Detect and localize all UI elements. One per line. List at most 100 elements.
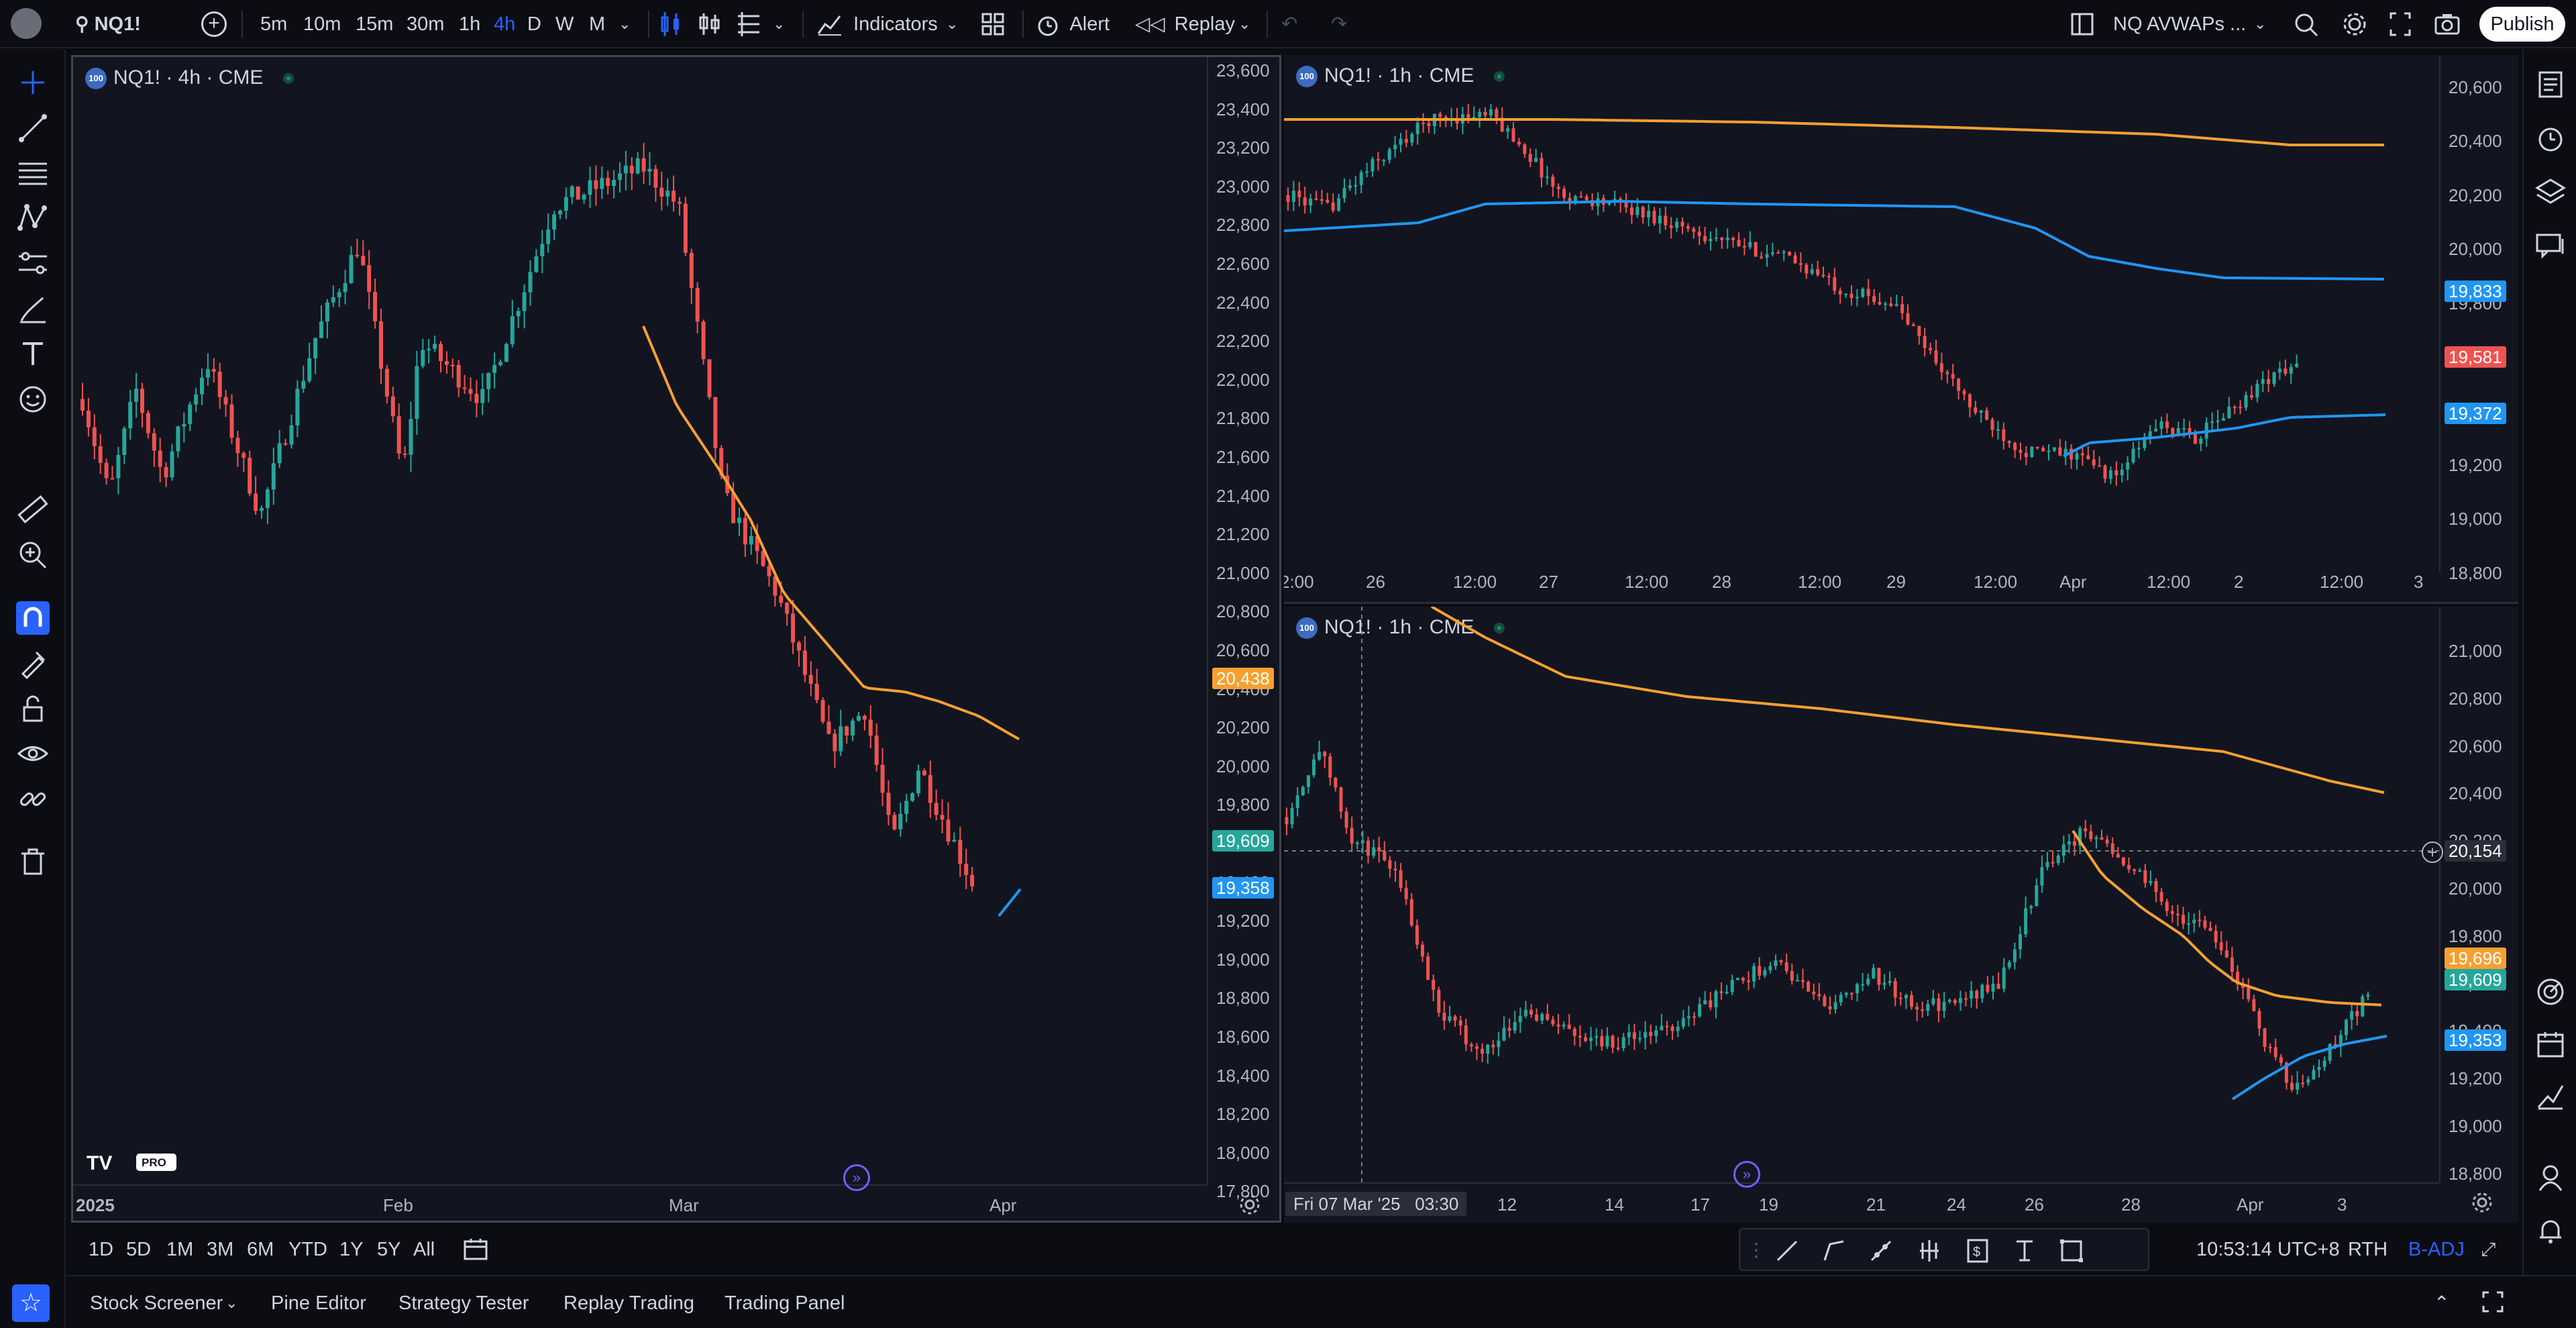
chart-pane-4h[interactable]: 100 NQ1! · 4h · CME 23,600 23,400 23,200 23,… [71,55,1281,1223]
time-axis[interactable]: 2025 Feb Mar Apr [73,1184,1207,1221]
price-tag[interactable]: 19,696 [2445,948,2506,969]
layout-icon[interactable] [2070,9,2094,39]
settings-icon[interactable] [2341,9,2368,39]
target-icon[interactable] [2534,976,2567,1008]
range-ytd[interactable]: YTD [288,1239,327,1260]
redo-icon[interactable]: ↷ [1331,13,1348,35]
tf-10m[interactable]: 10m [303,13,341,35]
range-1y[interactable]: 1Y [339,1239,364,1260]
price-tag[interactable]: 19,609 [1212,830,1274,852]
ideas-icon[interactable] [2534,1161,2567,1193]
axis-settings-icon[interactable] [1238,1192,1262,1217]
publish-button[interactable]: Publish [2479,7,2565,42]
layouts-grid-icon[interactable] [981,9,1005,39]
range-all[interactable]: All [413,1239,435,1260]
magnet-icon[interactable] [16,601,50,635]
chevron-down-icon[interactable]: ⌄ [2254,15,2267,32]
lock-drawing-icon[interactable] [16,647,50,680]
price-chart-1h-bottom[interactable] [1284,607,2439,1182]
tab-trading-panel[interactable]: Trading Panel [724,1292,845,1314]
undo-icon[interactable]: ↶ [1281,13,1298,35]
brush-icon[interactable] [16,293,50,326]
camera-icon[interactable] [2434,9,2461,39]
price-tag[interactable]: 19,358 [1212,877,1274,899]
ruler-icon[interactable] [16,493,50,526]
candles-icon[interactable] [659,9,683,39]
range-5y[interactable]: 5Y [377,1239,401,1260]
range-1m[interactable]: 1M [166,1239,194,1260]
clock-label[interactable]: 10:53:14 UTC+8 [2196,1239,2340,1260]
trash-icon[interactable] [16,846,50,879]
session-label[interactable]: RTH [2348,1239,2388,1260]
expand-icon[interactable]: ⤢ [2481,1239,2496,1260]
tf-m[interactable]: M [589,13,606,35]
lock-icon[interactable] [16,693,50,726]
range-3m[interactable]: 3M [207,1239,234,1260]
adjustment-label[interactable]: B-ADJ [2408,1239,2465,1260]
calendar-icon[interactable] [2534,1028,2567,1060]
text-tool-icon[interactable] [2011,1237,2038,1264]
bell-icon[interactable] [2534,1215,2567,1247]
indicators-button[interactable]: Indicators [817,9,938,39]
collapse-panel-icon[interactable]: ⌃ [2434,1292,2450,1313]
ray-tool-icon[interactable] [1868,1237,1894,1264]
chart-type-icon[interactable] [735,9,762,39]
line-tool-icon[interactable] [1774,1237,1801,1264]
rectangle-tool-icon[interactable] [2058,1237,2085,1264]
layers-icon[interactable] [2534,176,2567,208]
zoom-in-icon[interactable] [16,538,50,572]
chevron-down-icon[interactable]: ⌄ [1238,15,1251,32]
pitchfork-icon[interactable] [1916,1237,1943,1264]
emoji-icon[interactable] [16,382,50,416]
chevron-down-icon[interactable]: ⌄ [773,15,786,32]
scroll-to-realtime-icon[interactable]: » [843,1164,870,1191]
tf-15m[interactable]: 15m [356,13,394,35]
chat-icon[interactable] [2534,229,2567,262]
price-tag[interactable]: 20,154 [2445,840,2506,862]
fullscreen-icon[interactable] [2388,9,2412,39]
add-symbol-icon[interactable]: + [201,11,227,37]
price-label-icon[interactable]: $ [1964,1237,1991,1264]
price-axis[interactable]: 20,60020,40020,20020,00019,80019,60019,4… [2439,55,2518,583]
fib-icon[interactable] [16,156,50,189]
chevron-down-icon[interactable]: ⌄ [619,15,631,32]
pine-icon[interactable] [2534,1080,2567,1113]
scroll-to-realtime-icon[interactable]: » [1733,1161,1760,1188]
replay-button[interactable]: ◁◁ Replay [1135,9,1235,39]
price-tag[interactable]: 20,438 [1212,668,1274,689]
quick-search-icon[interactable] [2293,9,2320,39]
time-axis[interactable]: Fri 07 Mar '25 03:30 12 14 17 19 21 24 26 28 Apr… [1284,1182,2439,1223]
pattern-icon[interactable] [16,201,50,235]
chevron-down-icon[interactable]: ⌄ [225,1294,238,1311]
price-tag[interactable]: 19,353 [2445,1029,2506,1051]
path-tool-icon[interactable] [1821,1237,1847,1264]
alerts-clock-icon[interactable] [2534,122,2567,154]
text-icon[interactable] [16,337,50,370]
layout-name-button[interactable]: NQ AVWAPs ... [2113,13,2247,35]
time-axis[interactable]: 2:00 26 12:00 27 12:00 28 12:00 29 12:00 Apr 12:00… [1284,572,2439,602]
tab-strategy-tester[interactable]: Strategy Tester [398,1292,529,1314]
tf-4h[interactable]: 4h [494,13,516,35]
chart-pane-1h-bottom[interactable]: 100 NQ1! · 1h · CME 21,000 20,800 20,600 20,… [1284,607,2518,1223]
maximize-panel-icon[interactable] [2481,1290,2505,1314]
price-tag[interactable]: 19,581 [2445,346,2506,368]
range-5d[interactable]: 5D [126,1239,152,1260]
chevron-down-icon[interactable]: ⌄ [946,15,959,32]
link-icon[interactable] [16,782,50,816]
trend-line-icon[interactable] [16,111,50,145]
price-axis[interactable]: 23,600 23,400 23,200 23,000 22,800 22,600 22,4… [1207,57,1279,1201]
add-alert-plus-icon[interactable]: + [2422,841,2443,863]
chart-pane-1h-top[interactable]: 100 NQ1! · 1h · CME 20,600 20,400 20,200 20,… [1284,55,2518,604]
price-chart-4h[interactable] [73,57,1207,1184]
date-range-calendar-icon[interactable] [463,1236,488,1263]
crosshair-icon[interactable] [16,66,50,99]
tf-w[interactable]: W [555,13,574,35]
range-6m[interactable]: 6M [247,1239,274,1260]
tf-30m[interactable]: 30m [407,13,445,35]
drag-handle-icon[interactable]: ⋮ [1747,1239,1766,1260]
price-tag[interactable]: 19,372 [2445,403,2506,424]
price-axis[interactable]: 21,00020,80020,60020,40020,20020,00019,8… [2439,607,2518,1184]
avatar[interactable] [11,8,42,39]
tf-1h[interactable]: 1h [459,13,481,35]
price-tag[interactable]: 19,609 [2445,969,2506,990]
